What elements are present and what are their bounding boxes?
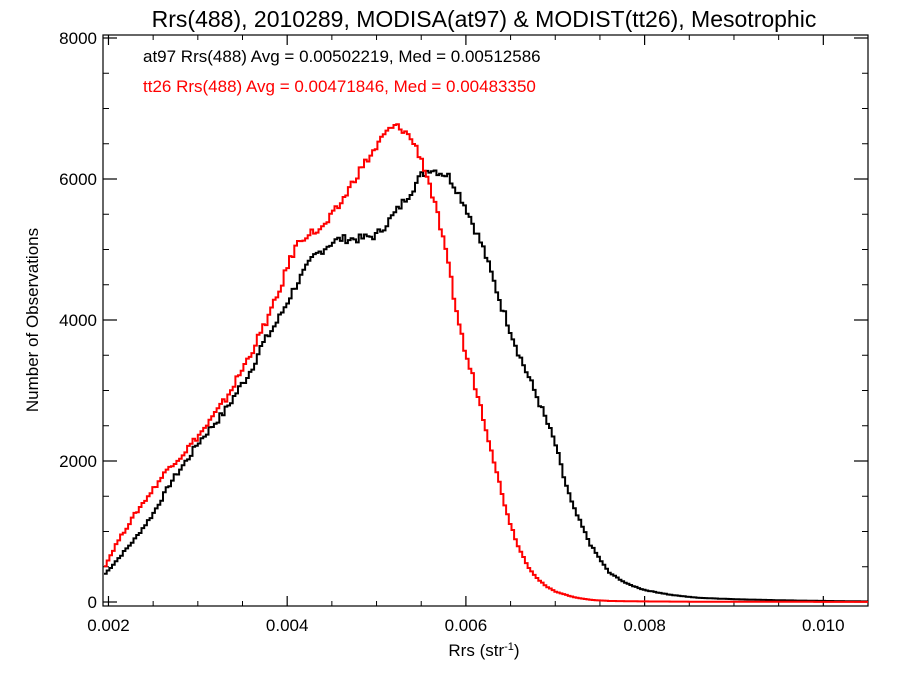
chart-title: Rrs(488), 2010289, MODISA(at97) & MODIST… (152, 6, 817, 32)
x-axis-title-superscript: -1 (504, 641, 514, 653)
y-axis-title: Number of Observations (23, 228, 42, 412)
x-axis-title: Rrs (str-1) (448, 641, 519, 660)
x-axis-title-close: ) (514, 641, 520, 660)
series-layer (104, 123, 868, 603)
x-tick-label: 0.010 (802, 616, 845, 635)
x-axis-ticks: 0.002 0.004 0.006 0.008 0.010 (87, 35, 845, 635)
y-tick-label: 0 (88, 593, 97, 612)
y-tick-label: 8000 (59, 29, 97, 48)
x-tick-label: 0.008 (623, 616, 666, 635)
annotation-at97: at97 Rrs(488) Avg = 0.00502219, Med = 0.… (143, 47, 541, 66)
y-tick-label: 4000 (59, 311, 97, 330)
series-line-tt26 (104, 123, 868, 603)
annotation-tt26: tt26 Rrs(488) Avg = 0.00471846, Med = 0.… (143, 77, 536, 96)
x-tick-label: 0.002 (87, 616, 130, 635)
x-tick-label: 0.004 (266, 616, 309, 635)
x-axis-title-main: Rrs (str (448, 641, 504, 660)
series-line-at97 (104, 169, 868, 603)
y-tick-label: 6000 (59, 170, 97, 189)
y-tick-label: 2000 (59, 452, 97, 471)
x-tick-label: 0.006 (445, 616, 488, 635)
y-axis-ticks: 0 2000 4000 6000 8000 (59, 29, 868, 612)
